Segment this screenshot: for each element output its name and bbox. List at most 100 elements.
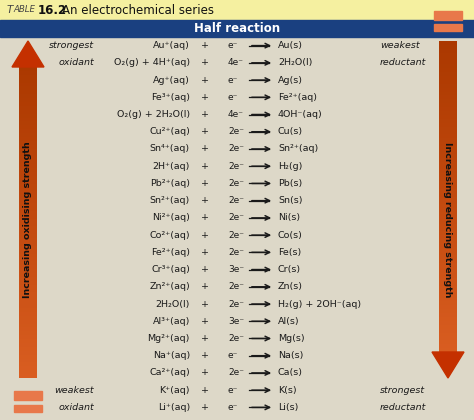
Bar [439, 181, 457, 185]
Text: 3e⁻: 3e⁻ [228, 317, 244, 326]
Text: 2e⁻: 2e⁻ [228, 179, 244, 188]
Text: Na(s): Na(s) [278, 351, 303, 360]
Bar [19, 110, 37, 114]
Text: Ca(s): Ca(s) [278, 368, 303, 378]
Bar [14, 391, 42, 400]
Bar [439, 344, 457, 348]
Bar [439, 262, 457, 266]
Text: Sn²⁺(aq): Sn²⁺(aq) [278, 144, 318, 153]
Bar [19, 90, 37, 94]
Bar [439, 162, 457, 165]
Text: Pb(s): Pb(s) [278, 179, 302, 188]
Text: Sn⁴⁺(aq): Sn⁴⁺(aq) [150, 144, 190, 153]
Bar [19, 328, 37, 331]
Bar [439, 266, 457, 270]
Bar [439, 208, 457, 212]
Bar [19, 121, 37, 125]
Text: 2H⁺(aq): 2H⁺(aq) [153, 162, 190, 171]
Bar [19, 273, 37, 277]
Bar [439, 255, 457, 259]
Bar [434, 24, 462, 31]
Bar [439, 80, 457, 84]
Text: T: T [7, 5, 13, 15]
Bar [439, 216, 457, 220]
Bar [439, 224, 457, 228]
Bar [439, 329, 457, 333]
Text: 4e⁻: 4e⁻ [228, 58, 244, 67]
Text: +: + [201, 76, 209, 84]
Text: 3e⁻: 3e⁻ [228, 265, 244, 274]
Text: +: + [201, 41, 209, 50]
Text: 4e⁻: 4e⁻ [228, 110, 244, 119]
Text: An electrochemical series: An electrochemical series [62, 3, 214, 16]
Text: 16.2: 16.2 [38, 3, 67, 16]
Bar [439, 193, 457, 197]
Text: 2e⁻: 2e⁻ [228, 127, 244, 136]
Text: reductant: reductant [380, 58, 427, 67]
Text: Ni²⁺(aq): Ni²⁺(aq) [152, 213, 190, 222]
Bar [19, 347, 37, 351]
Text: Na⁺(aq): Na⁺(aq) [153, 351, 190, 360]
Text: Li(s): Li(s) [278, 403, 298, 412]
Bar [19, 180, 37, 184]
Text: Fe²⁺(aq): Fe²⁺(aq) [278, 93, 317, 102]
Bar [439, 228, 457, 231]
Bar [439, 138, 457, 142]
Bar [439, 126, 457, 131]
Bar [19, 281, 37, 285]
Bar [439, 154, 457, 158]
Bar [439, 336, 457, 340]
Text: +: + [201, 282, 209, 291]
Text: +: + [201, 403, 209, 412]
Bar [19, 125, 37, 129]
Text: Mg²⁺(aq): Mg²⁺(aq) [147, 334, 190, 343]
Text: +: + [201, 317, 209, 326]
Bar [19, 308, 37, 312]
Bar [439, 204, 457, 208]
Bar [439, 52, 457, 57]
Text: O₂(g) + 2H₂O(l): O₂(g) + 2H₂O(l) [117, 110, 190, 119]
Bar [439, 88, 457, 92]
Text: Ca²⁺(aq): Ca²⁺(aq) [149, 368, 190, 378]
Bar [0, 20, 474, 37]
Text: O₂(g) + 4H⁺(aq): O₂(g) + 4H⁺(aq) [114, 58, 190, 67]
Text: e⁻: e⁻ [228, 76, 238, 84]
Text: +: + [201, 231, 209, 240]
Bar [19, 129, 37, 133]
Bar [439, 286, 457, 290]
Bar [439, 131, 457, 134]
Bar [19, 118, 37, 121]
Bar [439, 115, 457, 119]
Polygon shape [432, 352, 464, 378]
Text: +: + [201, 334, 209, 343]
Text: strongest: strongest [380, 386, 425, 395]
Bar [439, 146, 457, 150]
Text: +: + [201, 162, 209, 171]
Bar [439, 317, 457, 321]
Bar [19, 133, 37, 137]
Text: +: + [201, 299, 209, 309]
Bar [19, 242, 37, 246]
Bar [439, 305, 457, 309]
Bar [439, 41, 457, 45]
Bar [19, 297, 37, 300]
Bar [439, 309, 457, 313]
Bar [19, 292, 37, 297]
Bar [439, 103, 457, 107]
Text: e⁻: e⁻ [228, 41, 238, 50]
Bar [19, 277, 37, 281]
Text: Li⁺(aq): Li⁺(aq) [158, 403, 190, 412]
Text: 2H₂O(l): 2H₂O(l) [155, 299, 190, 309]
Text: 4OH⁻(aq): 4OH⁻(aq) [278, 110, 323, 119]
Bar [19, 250, 37, 254]
Text: Al(s): Al(s) [278, 317, 300, 326]
Text: Au(s): Au(s) [278, 41, 303, 50]
Text: 2e⁻: 2e⁻ [228, 162, 244, 171]
Text: +: + [201, 127, 209, 136]
Bar [19, 234, 37, 238]
Bar [439, 99, 457, 103]
Text: 2e⁻: 2e⁻ [228, 282, 244, 291]
Bar [19, 211, 37, 215]
Bar [439, 247, 457, 251]
Bar [19, 160, 37, 164]
